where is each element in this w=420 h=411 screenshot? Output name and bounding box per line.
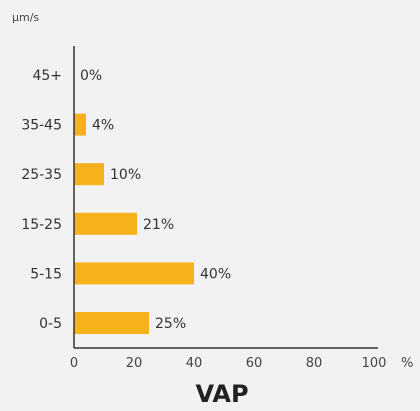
bar-5-15	[74, 262, 194, 285]
bar-25-35	[74, 163, 104, 186]
x-tick-label: 0	[70, 356, 78, 371]
category-label: 15-25	[21, 217, 62, 233]
x-tick-label: 20	[126, 356, 143, 371]
x-unit-label: %	[401, 356, 413, 371]
data-label: 4%	[92, 118, 114, 134]
x-tick-label: 40	[186, 356, 203, 371]
category-label: 45+	[32, 68, 62, 84]
bar-0-5	[74, 312, 149, 334]
category-label: 35-45	[21, 118, 62, 134]
data-label: 21%	[143, 217, 174, 233]
x-tick-label: 60	[246, 356, 263, 371]
category-label: 25-35	[21, 167, 62, 183]
y-unit-label: µm/s	[12, 11, 39, 24]
x-tick-label: 100	[362, 356, 387, 371]
category-label: 0-5	[39, 316, 62, 332]
data-label: 25%	[155, 316, 186, 332]
chart-title: VAP	[195, 380, 248, 408]
data-label: 10%	[110, 167, 141, 183]
data-label: 40%	[200, 266, 231, 282]
x-tick-label: 80	[306, 356, 323, 371]
plot-area: 45+ 0% 35-45 4% 25-35 10% 15-25 21% 5-15 40% 0-5 25…	[21, 46, 386, 371]
data-label: 0%	[80, 68, 102, 84]
bar-35-45	[74, 113, 86, 136]
bar-15-25	[74, 212, 137, 235]
category-label: 5-15	[30, 266, 62, 282]
